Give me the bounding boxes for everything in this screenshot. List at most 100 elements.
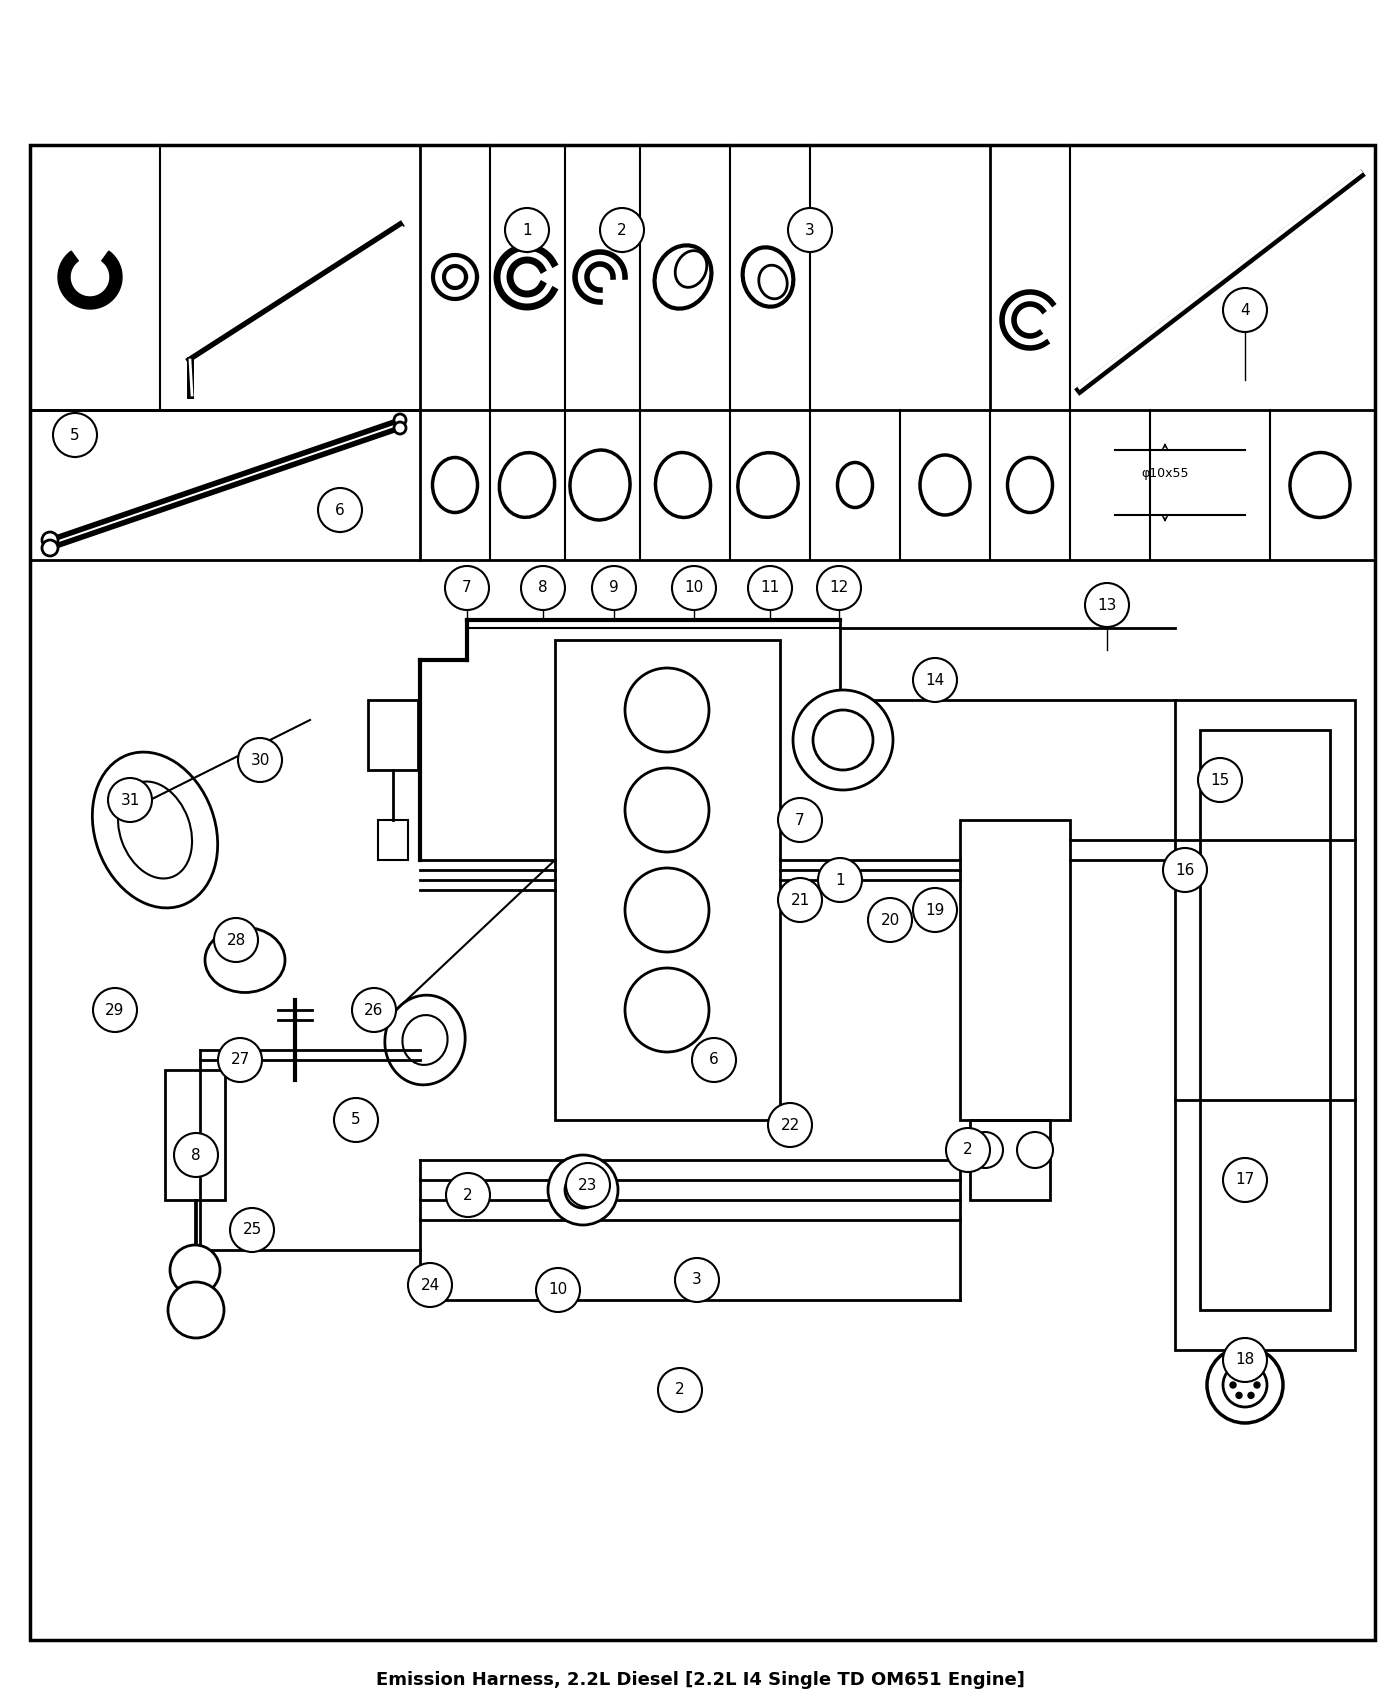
Circle shape <box>1224 1338 1267 1382</box>
Text: 25: 25 <box>242 1222 262 1238</box>
Text: 10: 10 <box>685 580 704 595</box>
Circle shape <box>393 422 406 434</box>
Text: 2: 2 <box>963 1142 973 1158</box>
Circle shape <box>1207 1346 1282 1423</box>
Circle shape <box>407 1263 452 1307</box>
Circle shape <box>1224 1158 1267 1202</box>
Circle shape <box>913 658 958 702</box>
Text: 6: 6 <box>335 503 344 517</box>
Circle shape <box>624 967 708 1052</box>
Text: 2: 2 <box>675 1382 685 1397</box>
Circle shape <box>92 988 137 1032</box>
Circle shape <box>624 768 708 852</box>
Text: 30: 30 <box>251 753 270 767</box>
Text: 3: 3 <box>805 223 815 238</box>
Circle shape <box>53 413 97 457</box>
Text: 17: 17 <box>1235 1173 1254 1188</box>
Circle shape <box>1198 758 1242 802</box>
Text: 8: 8 <box>538 580 547 595</box>
Circle shape <box>1236 1372 1242 1377</box>
Text: 13: 13 <box>1098 597 1117 612</box>
Circle shape <box>214 918 258 962</box>
Circle shape <box>1085 583 1128 627</box>
Text: 1: 1 <box>522 223 532 238</box>
Circle shape <box>692 1039 736 1081</box>
Text: 11: 11 <box>760 580 780 595</box>
Circle shape <box>1224 287 1267 332</box>
Text: 8: 8 <box>192 1148 200 1163</box>
Text: 21: 21 <box>791 892 809 908</box>
Bar <box>970 1120 1050 1200</box>
Circle shape <box>447 1173 490 1217</box>
Text: 3: 3 <box>692 1273 701 1287</box>
Circle shape <box>1254 1382 1260 1387</box>
Circle shape <box>624 869 708 952</box>
Text: 7: 7 <box>795 813 805 828</box>
Text: 1: 1 <box>836 872 844 887</box>
Circle shape <box>218 1039 262 1081</box>
Circle shape <box>672 566 715 610</box>
Bar <box>368 700 419 770</box>
Circle shape <box>318 488 363 532</box>
Circle shape <box>813 711 874 770</box>
Text: 10: 10 <box>549 1282 567 1297</box>
Text: 23: 23 <box>578 1178 598 1192</box>
Circle shape <box>778 797 822 842</box>
Circle shape <box>169 1244 220 1295</box>
Circle shape <box>536 1268 580 1312</box>
Circle shape <box>335 1098 378 1142</box>
Text: 2: 2 <box>463 1188 473 1202</box>
Circle shape <box>818 858 862 903</box>
Circle shape <box>675 1258 720 1302</box>
Circle shape <box>1231 1382 1236 1387</box>
Text: 5: 5 <box>351 1112 361 1127</box>
Bar <box>165 1069 225 1200</box>
Text: 27: 27 <box>231 1052 249 1068</box>
Circle shape <box>42 532 57 547</box>
Text: 19: 19 <box>925 903 945 918</box>
Circle shape <box>566 1171 601 1209</box>
Circle shape <box>547 1154 617 1226</box>
Bar <box>1175 700 1355 1350</box>
Text: 22: 22 <box>780 1117 799 1132</box>
Text: 31: 31 <box>120 792 140 808</box>
Circle shape <box>788 207 832 252</box>
Circle shape <box>393 415 406 427</box>
Circle shape <box>658 1368 701 1413</box>
Circle shape <box>1163 848 1207 892</box>
Polygon shape <box>57 252 122 309</box>
Text: 7: 7 <box>462 580 472 595</box>
Circle shape <box>42 541 57 556</box>
Bar <box>378 819 407 860</box>
Circle shape <box>230 1209 274 1251</box>
Text: 9: 9 <box>609 580 619 595</box>
Text: 14: 14 <box>925 673 945 687</box>
Text: 2: 2 <box>617 223 627 238</box>
Text: 16: 16 <box>1176 862 1194 877</box>
Circle shape <box>769 1103 812 1148</box>
Text: 12: 12 <box>829 580 848 595</box>
Circle shape <box>445 566 489 610</box>
Circle shape <box>778 877 822 921</box>
Text: 6: 6 <box>710 1052 718 1068</box>
Circle shape <box>792 690 893 790</box>
Circle shape <box>1247 1392 1254 1399</box>
Bar <box>29 144 1375 1640</box>
Circle shape <box>108 779 153 823</box>
Circle shape <box>946 1129 990 1171</box>
Circle shape <box>624 668 708 751</box>
Circle shape <box>913 887 958 932</box>
Text: 18: 18 <box>1235 1353 1254 1367</box>
Text: 15: 15 <box>1211 772 1229 787</box>
Circle shape <box>1247 1372 1254 1377</box>
Circle shape <box>1236 1392 1242 1399</box>
Bar <box>1200 729 1330 1311</box>
Bar <box>960 819 1070 1120</box>
Circle shape <box>1016 1132 1053 1168</box>
Circle shape <box>818 566 861 610</box>
Circle shape <box>967 1132 1002 1168</box>
Circle shape <box>505 207 549 252</box>
Text: 4: 4 <box>1240 303 1250 318</box>
Text: Emission Harness, 2.2L Diesel [2.2L I4 Single TD OM651 Engine]: Emission Harness, 2.2L Diesel [2.2L I4 S… <box>375 1671 1025 1690</box>
Text: 29: 29 <box>105 1003 125 1018</box>
